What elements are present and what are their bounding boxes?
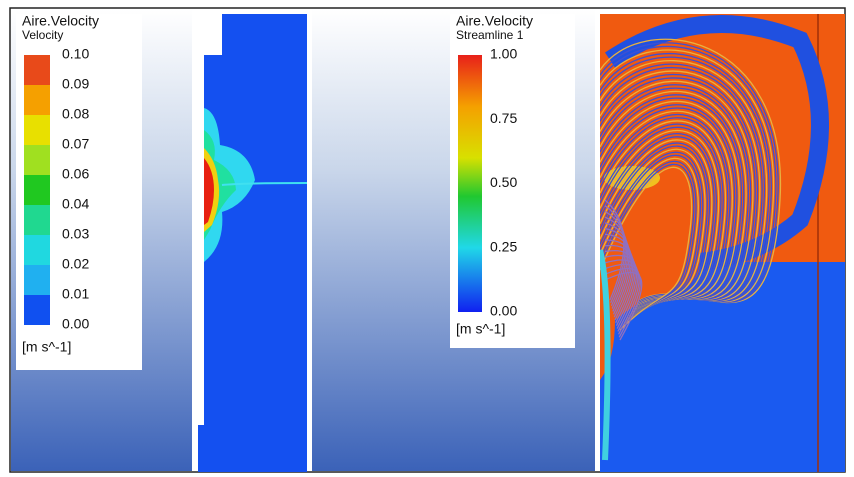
- colorbar-tick-label: 0.01: [62, 286, 89, 302]
- legend-unit: [m s^-1]: [22, 339, 71, 355]
- colorbar-tick-label: 0.50: [490, 174, 517, 190]
- colorbar-band: [24, 115, 50, 145]
- colorbar-tick-label: 0.07: [62, 136, 89, 152]
- figure: Aire.Velocity Velocity [m s^-1] Aire.Vel…: [0, 0, 854, 477]
- colorbar-tick-label: 1.00: [490, 46, 517, 62]
- colorbar-tick-label: 0.03: [62, 226, 89, 242]
- colorbar-tick-label: 0.04: [62, 196, 89, 212]
- colorbar-band: [24, 295, 50, 325]
- colorbar-tick-label: 0.09: [62, 76, 89, 92]
- legend-title: Aire.Velocity: [456, 13, 533, 29]
- colorbar-band: [24, 145, 50, 175]
- colorbar-tick-label: 0.25: [490, 238, 517, 254]
- colorbar-band: [24, 265, 50, 295]
- colorbar-band: [24, 175, 50, 205]
- colorbar-tick-label: 0.10: [62, 46, 89, 62]
- colorbar-band: [24, 55, 50, 85]
- colorbar-tick-label: 0.75: [490, 110, 517, 126]
- streamline-plot: [600, 14, 845, 472]
- colorbar-tick-label: 0.00: [62, 316, 89, 332]
- colorbar-tick-label: 0.00: [490, 303, 517, 319]
- colorbar-tick-label: 0.06: [62, 166, 89, 182]
- colorbar-tick-label: 0.08: [62, 106, 89, 122]
- legend-unit: [m s^-1]: [456, 321, 505, 337]
- colorbar-band: [24, 235, 50, 265]
- legend-subtitle: Velocity: [22, 28, 63, 42]
- colorbar-tick-label: 0.02: [62, 256, 89, 272]
- colorbar-band: [24, 205, 50, 235]
- contour-plot: [198, 14, 307, 472]
- colorbar: [458, 55, 482, 312]
- legend-title: Aire.Velocity: [22, 13, 99, 29]
- legend-subtitle: Streamline 1: [456, 28, 524, 42]
- colorbar-band: [24, 85, 50, 115]
